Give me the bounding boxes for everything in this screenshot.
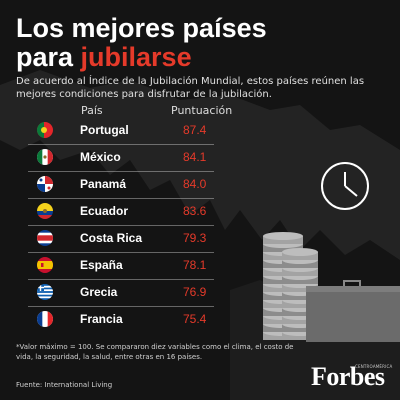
table-row: Francia 75.4 — [28, 307, 214, 334]
briefcase-icon — [306, 280, 400, 342]
country-name: México — [80, 150, 121, 164]
clock-icon — [321, 162, 369, 210]
france-flag-icon — [37, 311, 53, 327]
forbes-logo: Forbes — [311, 362, 385, 391]
score-value: 79.3 — [183, 231, 207, 245]
ecuador-flag-icon — [37, 203, 53, 219]
spain-flag-icon — [37, 257, 53, 273]
page-title: Los mejores países para jubilarse — [16, 14, 267, 72]
score-value: 84.1 — [183, 150, 207, 164]
score-value: 78.1 — [183, 258, 207, 272]
score-value: 87.4 — [183, 123, 207, 137]
header-country: País — [81, 104, 103, 117]
score-value: 84.0 — [183, 177, 207, 191]
table-row: Costa Rica 79.3 — [28, 226, 214, 253]
country-name: Francia — [80, 312, 123, 326]
score-value: 76.9 — [183, 285, 207, 299]
map-background — [0, 70, 400, 260]
country-name: Portugal — [80, 123, 129, 137]
table-row: España 78.1 — [28, 253, 214, 280]
table-row: Grecia 76.9 — [28, 280, 214, 307]
table-row: Portugal 87.4 — [28, 118, 214, 145]
table-row: Panamá 84.0 — [28, 172, 214, 199]
forbes-logo-sub: CENTROAMÉRICA — [355, 364, 393, 369]
score-value: 83.6 — [183, 204, 207, 218]
title-accent: jubilarse — [80, 42, 192, 72]
costa-rica-flag-icon — [37, 230, 53, 246]
title-line-2-prefix: para — [16, 42, 81, 72]
header-score: Puntuación — [171, 104, 233, 117]
footnote: *Valor máximo = 100. Se compararon diez … — [16, 343, 294, 361]
intro-text: De acuerdo al Índice de la Jubilación Mu… — [16, 76, 365, 100]
country-name: Ecuador — [80, 204, 129, 218]
country-name: Costa Rica — [80, 231, 143, 245]
portugal-flag-icon — [37, 122, 53, 138]
source-note: Fuente: International Living — [16, 381, 113, 389]
coin-stack-icon — [263, 232, 318, 340]
country-name: España — [80, 258, 123, 272]
table-row: México 84.1 — [28, 145, 214, 172]
table-row: Ecuador 83.6 — [28, 199, 214, 226]
country-name: Grecia — [80, 285, 118, 299]
title-line-1: Los mejores países — [16, 13, 267, 43]
score-value: 75.4 — [183, 312, 207, 326]
panama-flag-icon — [37, 176, 53, 192]
greece-flag-icon — [37, 284, 53, 300]
mexico-flag-icon — [37, 149, 53, 165]
title-line-2: para jubilarse — [16, 43, 267, 72]
country-name: Panamá — [80, 177, 127, 191]
